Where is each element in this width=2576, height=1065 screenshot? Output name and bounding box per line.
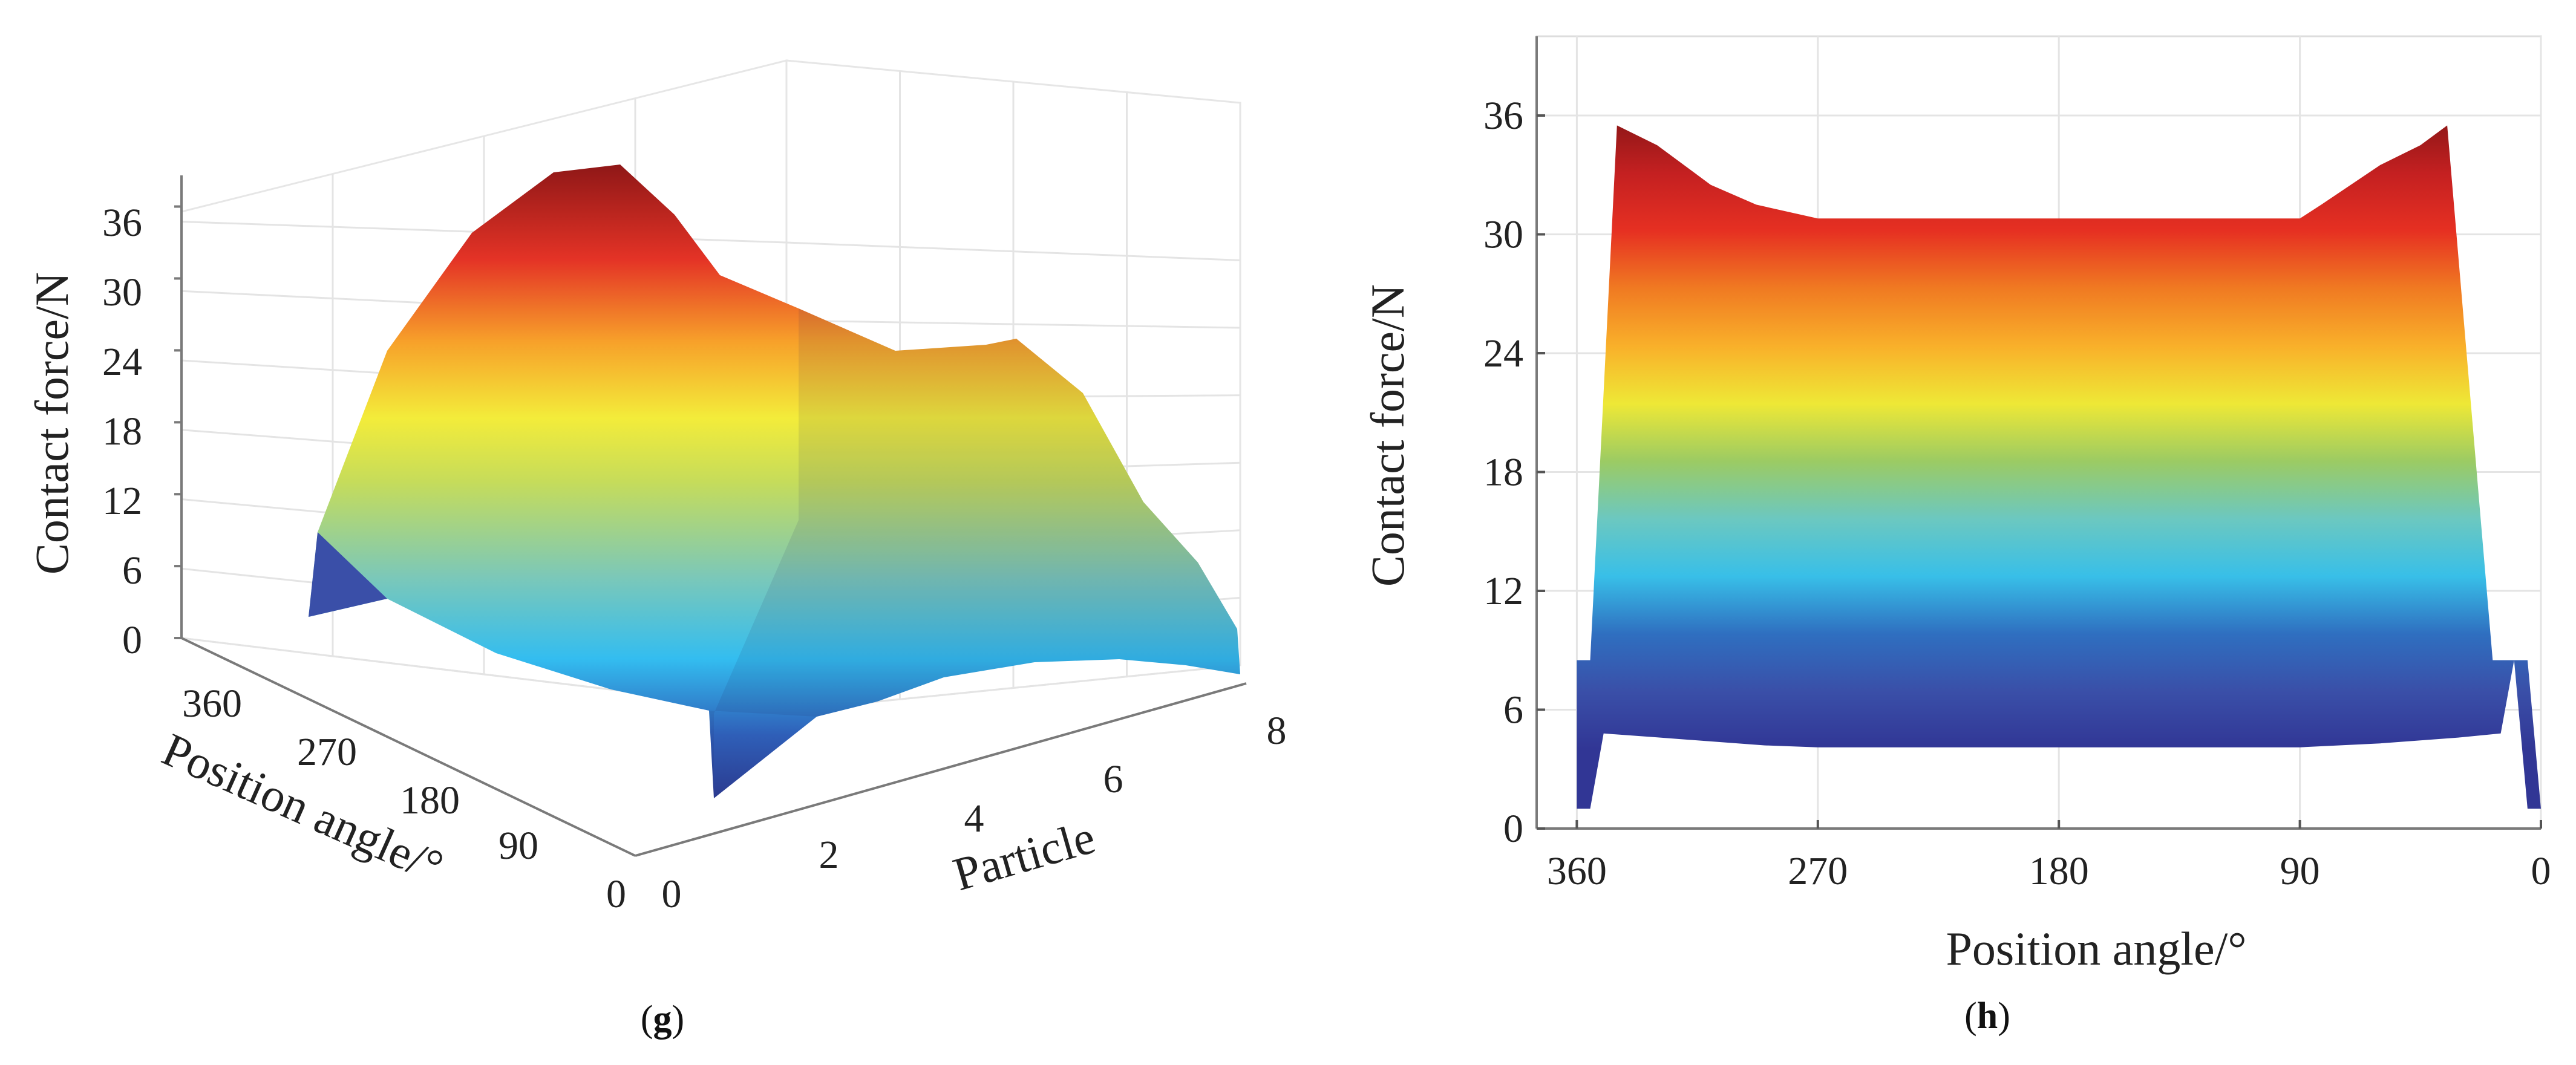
- g-x-tick: 90: [499, 824, 538, 868]
- h-x-axis-label: Position angle/°: [1946, 922, 2246, 975]
- g-y-tick: 6: [1103, 757, 1123, 801]
- svg-text:(g): (g): [641, 998, 684, 1040]
- g-surface-main: [309, 164, 1240, 798]
- g-caption: (g): [641, 998, 684, 1040]
- g-surface: [309, 164, 1240, 798]
- h-y-tick: 18: [1483, 451, 1523, 495]
- g-x-tick: 360: [182, 682, 242, 726]
- g-y-tick: 8: [1267, 709, 1287, 753]
- g-z-tick-labels: 0 6 12 18 24 30 36: [102, 201, 142, 662]
- g-x-tick: 270: [297, 730, 357, 774]
- g-z-axis-label: Contact force/N: [25, 272, 78, 575]
- g-z-tick: 30: [102, 270, 142, 314]
- h-y-tick: 24: [1483, 331, 1523, 376]
- h-x-tick: 360: [1547, 849, 1607, 893]
- g-y-tick: 2: [819, 833, 839, 877]
- h-x-tick-labels: 360 270 180 90 0: [1547, 849, 2551, 893]
- g-x-axis: [181, 637, 636, 857]
- g-z-tick: 6: [122, 549, 142, 593]
- h-tick-marks: [1537, 114, 2542, 830]
- g-z-tick: 18: [102, 409, 142, 454]
- h-y-tick: 30: [1483, 213, 1523, 257]
- h-y-tick: 12: [1483, 569, 1523, 613]
- g-y-tick: 4: [964, 796, 984, 841]
- h-caption: (h): [1964, 995, 2010, 1037]
- g-y-tick-labels: 0 2 4 6 8: [662, 709, 1287, 916]
- h-x-tick: 270: [1788, 849, 1848, 893]
- h-y-tick: 6: [1503, 688, 1523, 732]
- g-y-axis: [635, 682, 1247, 857]
- g-z-tick: 12: [102, 479, 142, 523]
- g-y-tick: 0: [662, 872, 682, 916]
- h-y-tick: 36: [1483, 94, 1523, 138]
- g-surface-left-edge: [309, 532, 387, 617]
- svg-text:(h): (h): [1964, 995, 2010, 1037]
- g-x-tick: 0: [606, 872, 626, 916]
- g-x-tick-labels: 360 270 180 90 0: [182, 682, 626, 916]
- h-area: [1577, 125, 2541, 809]
- g-surface-front-shade: [709, 308, 1240, 798]
- h-y-tick-labels: 0 6 12 18 24 30 36: [1483, 94, 1523, 851]
- h-x-tick: 180: [2029, 849, 2089, 893]
- h-x-tick: 0: [2531, 849, 2551, 893]
- h-y-axis-label: Contact force/N: [1361, 284, 1414, 587]
- g-z-tick: 0: [122, 618, 142, 662]
- panel-g-surface-chart: 0 6 12 18 24 30 36 360 270 180 90 0 0 2 …: [25, 59, 1287, 1040]
- h-caption-letter: h: [1977, 995, 1998, 1037]
- g-z-tick: 36: [102, 201, 142, 245]
- g-x-tick: 180: [400, 778, 460, 822]
- panel-h-area-chart: 0 6 12 18 24 30 36 360 270 180 90 0 Cont…: [1361, 35, 2551, 1037]
- g-axes: [174, 175, 1247, 857]
- g-z-tick: 24: [102, 340, 142, 384]
- h-x-tick: 90: [2280, 849, 2320, 893]
- h-y-tick: 0: [1503, 807, 1523, 851]
- g-caption-letter: g: [653, 998, 672, 1040]
